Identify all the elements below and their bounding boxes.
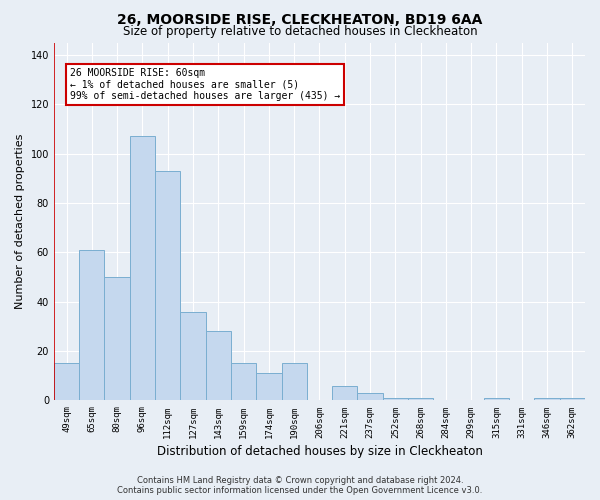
Bar (155, 171, 181, 400)
Bar (231, 364, 256, 401)
Bar (206, 332, 231, 400)
Text: Size of property relative to detached houses in Cleckheaton: Size of property relative to detached ho… (122, 25, 478, 38)
Bar (181, 312, 206, 400)
Text: 26, MOORSIDE RISE, CLECKHEATON, BD19 6AA: 26, MOORSIDE RISE, CLECKHEATON, BD19 6AA (118, 12, 482, 26)
Bar (256, 374, 281, 400)
Bar (130, 136, 155, 400)
Bar (535, 398, 560, 400)
Bar (408, 398, 433, 400)
Bar (484, 398, 509, 400)
Bar (560, 398, 585, 400)
Bar (358, 393, 383, 400)
Bar (332, 386, 358, 400)
Bar (383, 398, 408, 400)
Bar (281, 364, 307, 401)
Y-axis label: Number of detached properties: Number of detached properties (15, 134, 25, 309)
Bar (79, 250, 104, 400)
Bar (104, 277, 130, 400)
Text: Contains HM Land Registry data © Crown copyright and database right 2024.
Contai: Contains HM Land Registry data © Crown c… (118, 476, 482, 495)
Bar (54, 364, 79, 401)
Text: 26 MOORSIDE RISE: 60sqm
← 1% of detached houses are smaller (5)
99% of semi-deta: 26 MOORSIDE RISE: 60sqm ← 1% of detached… (70, 68, 340, 101)
X-axis label: Distribution of detached houses by size in Cleckheaton: Distribution of detached houses by size … (157, 444, 482, 458)
